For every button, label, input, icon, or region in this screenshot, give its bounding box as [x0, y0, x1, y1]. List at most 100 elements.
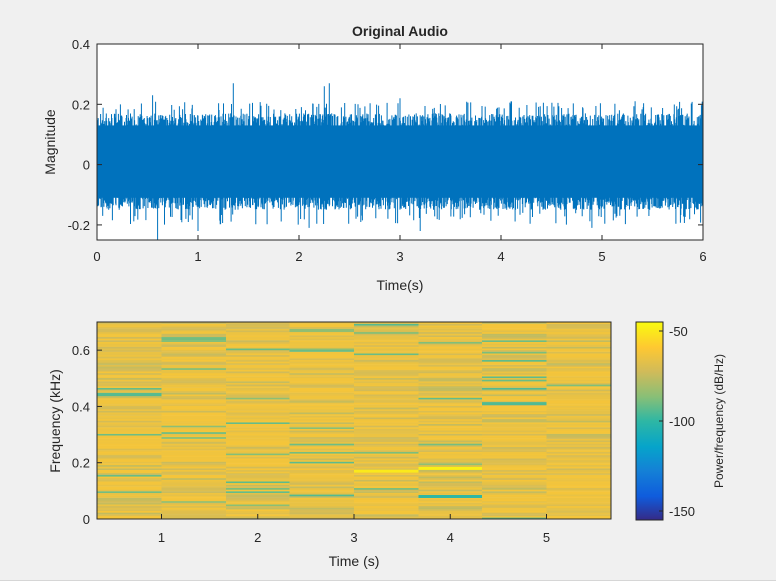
spectrogram-cell [161, 405, 227, 408]
window-bottom-edge [0, 580, 776, 588]
spectrogram-cell [97, 450, 162, 452]
spectrogram-cell [226, 461, 290, 464]
spectrogram-cell [482, 381, 547, 383]
spectrogram-cell [546, 473, 612, 475]
spectrogram-cell [226, 474, 290, 477]
spectrogram-cell [161, 492, 227, 495]
spectrogram-cell [289, 436, 355, 439]
spectrogram-cell [161, 469, 227, 472]
spectrogram-cell [289, 459, 355, 462]
spectrogram-cell [161, 510, 227, 513]
spectrogram-cell [354, 412, 419, 415]
spectrogram-cell [97, 322, 162, 324]
spectrogram-cell [226, 405, 290, 408]
spectrogram-cell [418, 343, 483, 346]
spectrogram-cell [226, 415, 290, 418]
spectrogram-cell [289, 478, 355, 480]
spectrogram-cell [226, 333, 290, 336]
spectrogram-cell [161, 440, 227, 443]
spectrogram-cell [226, 381, 290, 383]
spectrogram-cell [289, 491, 355, 493]
spectrogram-cell [354, 496, 419, 498]
spectrogram-cell [418, 340, 483, 342]
spectrogram-cell [418, 502, 483, 505]
spectrogram-cell [482, 322, 547, 324]
spectrogram-cell [418, 395, 483, 398]
waveform-ytick-label: -0.2 [68, 218, 90, 233]
spectrogram-cell [546, 409, 612, 411]
spectrogram-cell [482, 512, 547, 515]
spectrogram-cell [418, 404, 483, 406]
spectrogram-cell [97, 436, 162, 439]
spectrogram-cell [97, 386, 162, 388]
spectrogram-cell [161, 496, 227, 498]
spectrogram-cell [482, 330, 547, 333]
spectrogram-cell [289, 412, 355, 415]
spectrogram-cell [418, 363, 483, 365]
spectrogram-cell [226, 471, 290, 474]
spectrogram-cell [226, 384, 290, 387]
spectrogram-cell [482, 331, 547, 334]
spectrogram-cell [289, 496, 355, 498]
spectrogram-cell [226, 409, 290, 411]
spectrogram-cell [418, 504, 483, 507]
spectrogram-cell [546, 427, 612, 429]
spectrogram-cell [418, 443, 483, 446]
spectrogram-cell [289, 336, 355, 339]
spectrogram-cell [354, 515, 419, 518]
spectrogram-cell [546, 448, 612, 451]
spectrogram-cell [289, 461, 355, 464]
spectrogram-cell [97, 420, 162, 423]
waveform-series [96, 83, 704, 240]
spectrogram-cell [161, 323, 227, 326]
spectrogram-cell [161, 500, 227, 503]
spectrogram-cell [354, 509, 419, 511]
spectrogram-cell [289, 473, 355, 475]
spectrogram-cell [97, 366, 162, 369]
spectrogram-cell [97, 476, 162, 479]
spectrogram-cell [289, 497, 355, 500]
spectrogram-cell [482, 333, 547, 336]
spectrogram-cell [289, 392, 355, 395]
spectrogram-cell [354, 389, 419, 392]
spectrogram-cell [546, 450, 612, 452]
spectrogram-cell [546, 466, 612, 469]
spectrogram-cell [546, 476, 612, 479]
colorbar-label: Power/frequency (dB/Hz) [712, 354, 726, 488]
spectrogram-cell [354, 443, 419, 446]
waveform-xtick-label: 6 [699, 249, 706, 264]
spectrogram-cell [161, 351, 227, 354]
spectrogram-cell [482, 504, 547, 507]
spectrogram-cell [226, 492, 290, 495]
spectrogram-cell [418, 351, 483, 354]
spectrogram-cell [546, 438, 612, 441]
spectrogram-cell [226, 509, 290, 511]
spectrogram-cell [354, 363, 419, 365]
spectrogram-cell [226, 491, 290, 493]
spectrogram-cell [418, 400, 483, 403]
spectrogram-cell [546, 435, 612, 438]
spectrogram-cell [418, 397, 483, 400]
spectrogram-cell [97, 422, 162, 424]
spectrogram-cell [161, 456, 227, 459]
spectrogram-cell [354, 473, 419, 475]
spectrogram-cell [97, 381, 162, 383]
spectrogram-cell [418, 415, 483, 418]
waveform-ytick-label: 0.2 [72, 97, 90, 112]
spectrogram-cell [418, 382, 483, 385]
spectrogram-cell [97, 502, 162, 505]
spectrogram-cell [289, 464, 355, 467]
spectrogram-cell [546, 340, 612, 342]
spectrogram-cell [289, 505, 355, 508]
spectrogram-cell [226, 487, 290, 490]
spectrogram-cell [546, 505, 612, 508]
spectrogram-cell [482, 349, 547, 352]
spectrogram-cell [354, 500, 419, 503]
spectrogram-cell [161, 333, 227, 336]
spectrogram-cell [161, 461, 227, 464]
spectrogram-cell [482, 405, 547, 408]
spectrogram-cell [354, 432, 419, 434]
spectrogram-cell [161, 446, 227, 449]
spectrogram-cell [354, 338, 419, 341]
